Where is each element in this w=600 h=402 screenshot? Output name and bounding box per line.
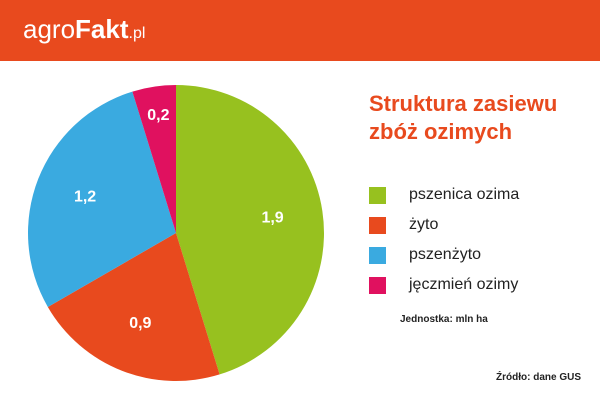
source-note: Źródło: dane GUS <box>496 372 581 383</box>
data-label-pszenica-ozima: 1,9 <box>261 210 283 227</box>
pie-slice-pszenica-ozima <box>176 85 325 375</box>
chart-title: Struktura zasiewu zbóż ozimych <box>369 91 558 144</box>
legend-item-jeczmien-ozimy: jęczmień ozimy <box>369 270 519 300</box>
legend-label: pszenica ozima <box>409 186 520 203</box>
chart-legend: pszenica ozima żyto pszenżyto jęczmień ozim… <box>369 180 519 300</box>
logo-part-fakt: Fakt <box>75 14 129 44</box>
legend-swatch <box>369 186 386 204</box>
data-label-zyto: 0,9 <box>129 315 151 332</box>
unit-note: Jednostka: mln ha <box>400 314 488 325</box>
data-label-jeczmien-ozimy: 0,2 <box>147 107 169 124</box>
legend-label: jęczmień ozimy <box>409 276 519 293</box>
pie-labels: 1,9 0,9 1,2 0,2 <box>74 107 284 332</box>
pie-slice-zyto <box>47 233 220 381</box>
legend-label: żyto <box>409 216 439 233</box>
logo-part-tld: .pl <box>128 25 146 42</box>
agrofakt-logo[interactable]: agroFakt.pl <box>23 13 145 50</box>
legend-item-pszenzyto: pszenżyto <box>369 240 519 270</box>
legend-item-pszenica-ozima: pszenica ozima <box>369 180 519 210</box>
legend-label: pszenżyto <box>409 246 482 263</box>
pie-slices <box>27 85 325 381</box>
logo-part-agro: agro <box>23 14 76 44</box>
legend-item-zyto: żyto <box>369 210 519 240</box>
data-label-pszenzyto: 1,2 <box>74 189 96 206</box>
legend-swatch <box>369 216 386 234</box>
pie-chart: 1,9 0,9 1,2 0,2 <box>27 85 325 381</box>
legend-swatch <box>369 246 386 264</box>
pie-slice-pszenzyto <box>27 91 176 307</box>
pie-slice-jeczmien-ozimy <box>132 85 176 233</box>
header-bar: agroFakt.pl <box>0 0 600 61</box>
legend-swatch <box>369 276 386 294</box>
